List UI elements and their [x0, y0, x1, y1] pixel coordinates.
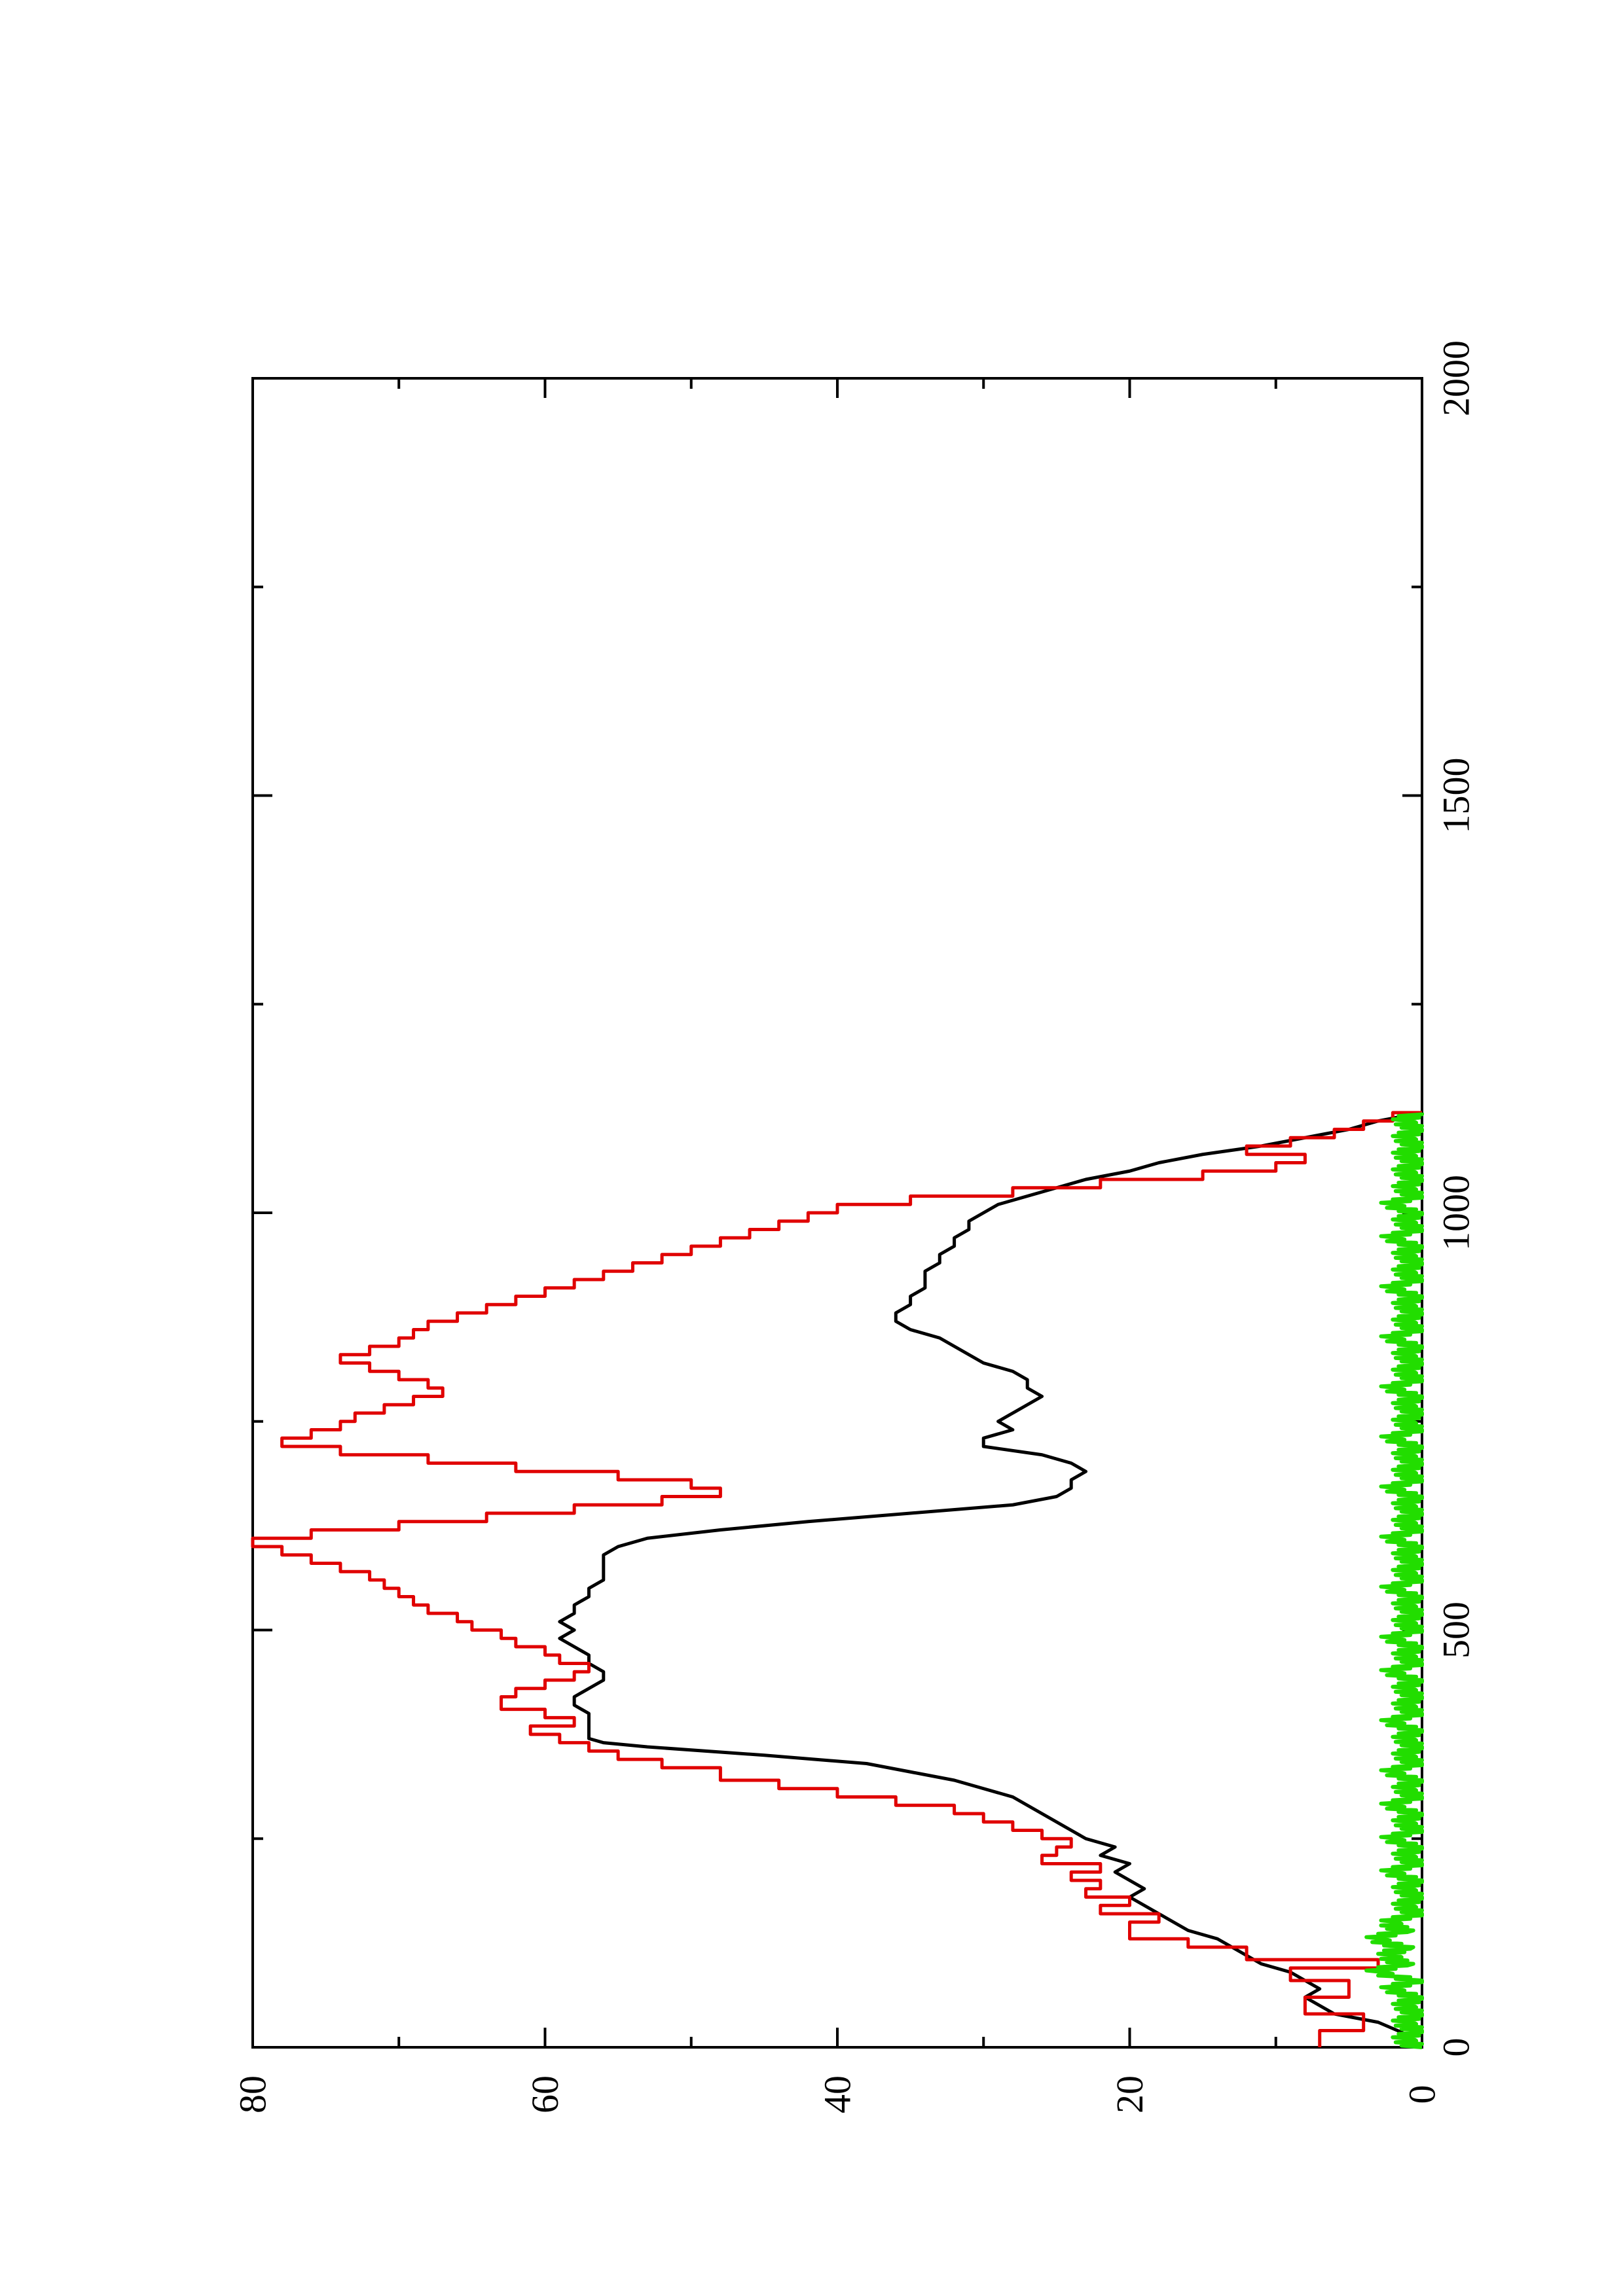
y-tick-label: 80 [232, 2075, 274, 2113]
series-line-2 [1364, 1112, 1424, 2049]
tick-marks [251, 377, 1423, 2049]
series-group [251, 1111, 1424, 2049]
x-tick-label: 0 [1435, 2038, 1478, 2057]
tick-labels: 0 500 1000 1500 2000 0 20 40 60 80 [232, 340, 1478, 2113]
y-tick-label: 20 [1108, 2075, 1151, 2113]
x-tick-label: 500 [1435, 1602, 1478, 1659]
x-tick-label: 1000 [1435, 1175, 1478, 1251]
x-tick-label: 1500 [1435, 758, 1478, 834]
series-line-1 [251, 1111, 1422, 2047]
x-tick-label: 2000 [1435, 340, 1478, 416]
y-tick-label: 40 [816, 2075, 859, 2113]
series-line-0 [558, 1111, 1423, 2049]
y-tick-label: 0 [1401, 2085, 1444, 2104]
y-tick-label: 60 [524, 2075, 566, 2113]
